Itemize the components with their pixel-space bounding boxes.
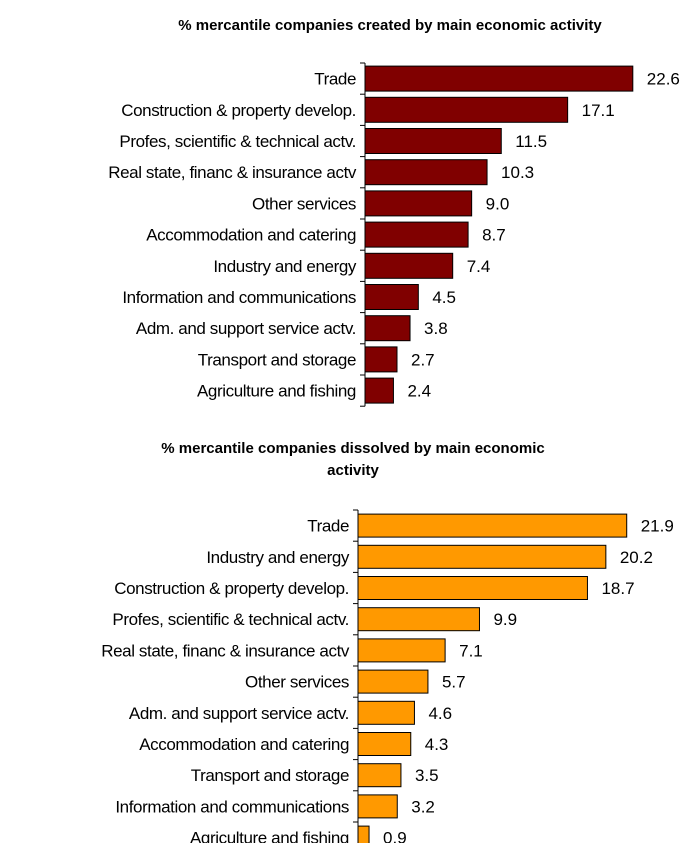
data-label: 4.3 (425, 735, 449, 754)
bar (357, 513, 628, 538)
data-label: 11.5 (515, 132, 547, 151)
data-label: 22.6 (647, 70, 680, 89)
data-label: 21.9 (641, 517, 674, 536)
chart-title-line: % mercantile companies created by main e… (178, 17, 602, 34)
bar (357, 544, 607, 569)
category-label: Real state, financ & insurance actv (101, 641, 350, 660)
data-label: 3.5 (415, 766, 439, 785)
bar (357, 669, 429, 694)
category-label: Agriculture and fishing (190, 829, 349, 843)
category-label: Trade (307, 517, 349, 536)
category-label: Other services (252, 194, 356, 213)
bar (364, 284, 419, 310)
data-label: 4.6 (428, 704, 452, 723)
category-label: Accommodation and catering (146, 226, 356, 245)
data-label: 3.8 (424, 319, 448, 338)
data-label: 3.2 (411, 797, 435, 816)
data-label: 2.4 (407, 382, 431, 401)
bar (364, 65, 634, 92)
chart-created: % mercantile companies created by main e… (108, 17, 680, 407)
category-label: Profes, scientific & technical actv. (112, 610, 349, 629)
data-label: 0.9 (383, 829, 407, 843)
bar (364, 346, 398, 373)
bar (364, 159, 488, 186)
data-label: 7.1 (459, 641, 483, 660)
bar (357, 825, 370, 843)
data-label: 7.4 (467, 257, 491, 276)
bar (364, 315, 411, 342)
bar (357, 700, 415, 725)
data-label: 4.5 (432, 288, 456, 307)
bar (364, 377, 394, 404)
category-label: Transport and storage (191, 766, 349, 785)
category-label: Accommodation and catering (139, 735, 349, 754)
bar (364, 96, 569, 123)
bar (364, 128, 502, 154)
bar (357, 576, 588, 600)
chart-dissolved: % mercantile companies dissolved by main… (101, 440, 674, 843)
data-label: 9.0 (486, 194, 510, 213)
bar (357, 732, 412, 756)
bar (357, 607, 480, 632)
category-label: Profes, scientific & technical actv. (119, 132, 356, 151)
data-label: 20.2 (620, 548, 653, 567)
chart-title-line: activity (327, 462, 379, 479)
category-label: Construction & property develop. (114, 579, 349, 598)
category-label: Agriculture and fishing (197, 382, 356, 401)
data-label: 2.7 (411, 350, 435, 369)
category-label: Industry and energy (206, 548, 350, 567)
bar (357, 794, 398, 819)
category-label: Construction & property develop. (121, 101, 356, 120)
category-label: Industry and energy (213, 257, 357, 276)
data-label: 10.3 (501, 163, 534, 182)
bar (364, 190, 473, 217)
data-label: 18.7 (601, 579, 634, 598)
data-label: 5.7 (442, 673, 466, 692)
data-label: 8.7 (482, 226, 506, 245)
category-label: Adm. and support service actv. (129, 704, 349, 723)
category-label: Real state, financ & insurance actv (108, 163, 357, 182)
bar (364, 221, 469, 248)
category-label: Trade (314, 70, 356, 89)
bar (364, 252, 454, 279)
category-label: Information and communications (115, 797, 349, 816)
category-label: Transport and storage (198, 350, 356, 369)
data-label: 17.1 (582, 101, 615, 120)
chart-title-line: % mercantile companies dissolved by main… (161, 440, 544, 457)
category-label: Adm. and support service actv. (136, 319, 356, 338)
data-label: 9.9 (493, 610, 517, 629)
bar (357, 638, 446, 663)
category-label: Other services (245, 673, 349, 692)
bar (357, 763, 402, 788)
category-label: Information and communications (122, 288, 356, 307)
